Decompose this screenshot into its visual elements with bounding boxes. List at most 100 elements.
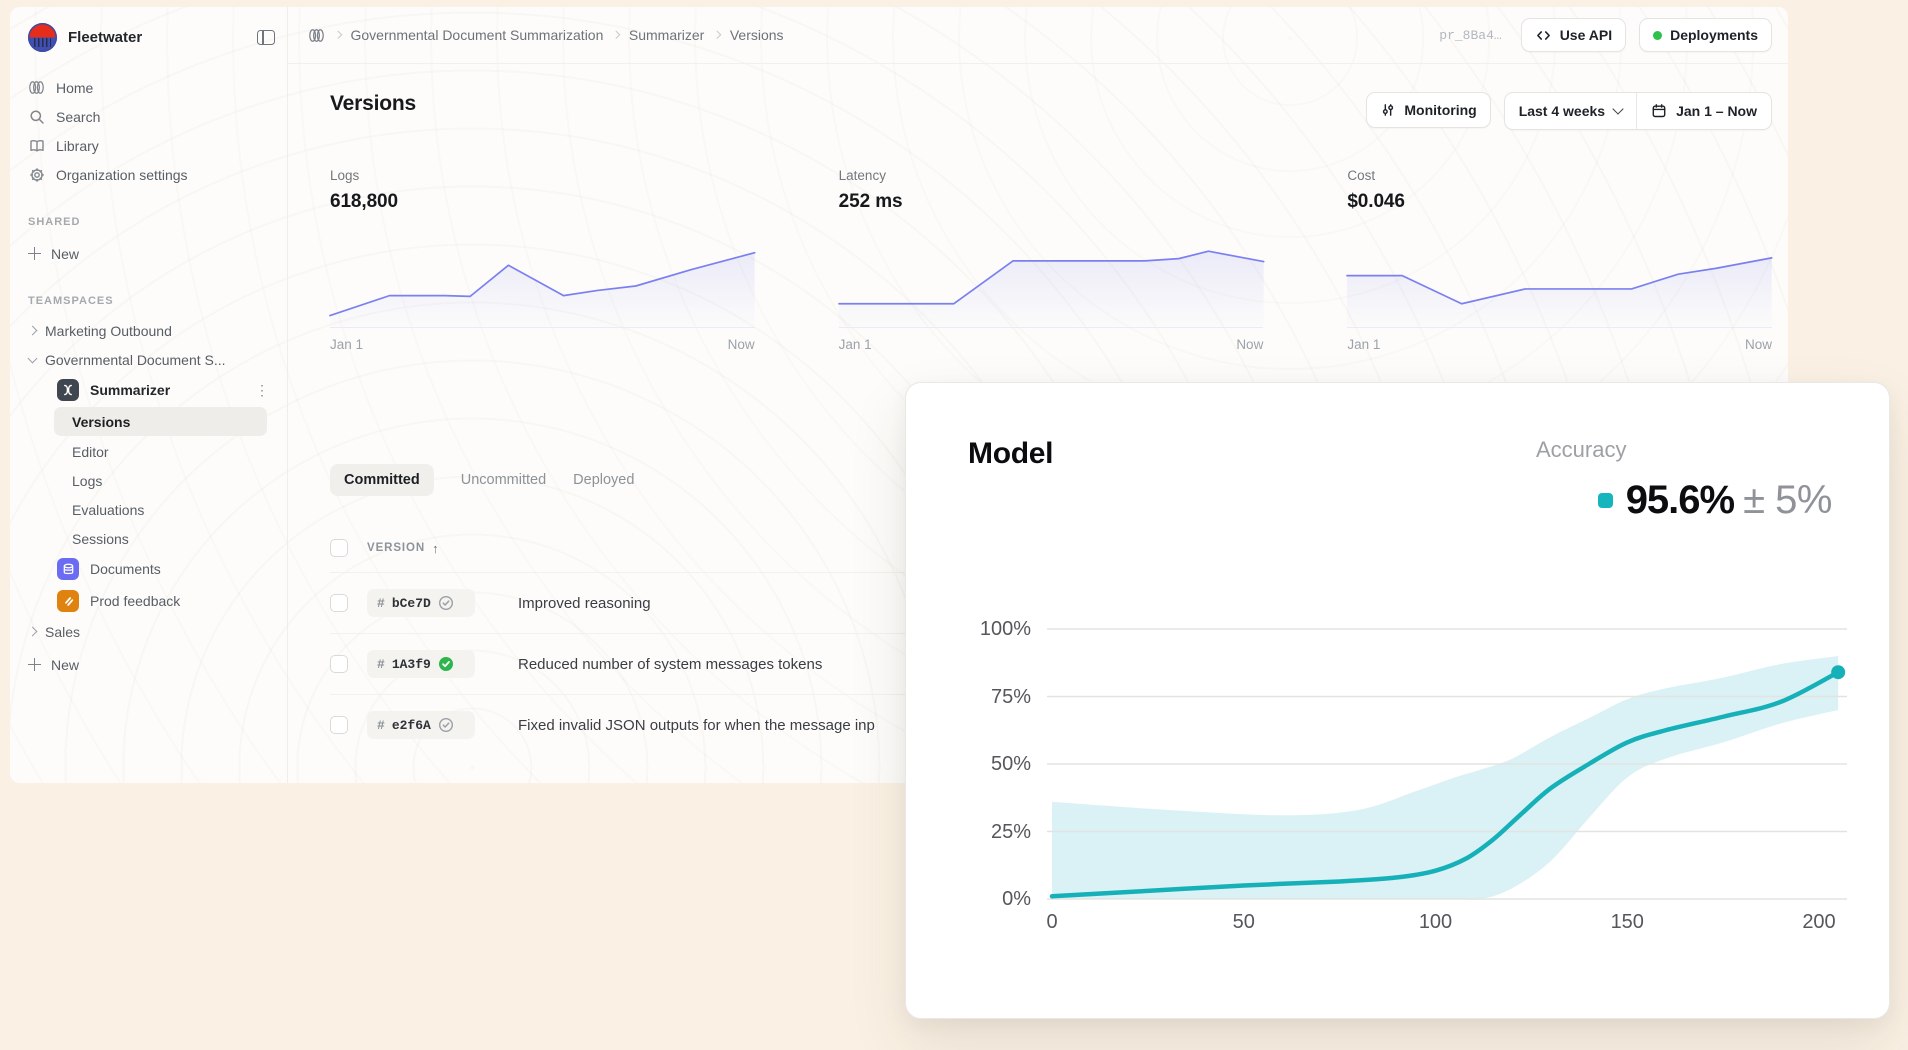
prod-feedback-bolt-icon bbox=[57, 590, 79, 612]
summarizer-icon bbox=[57, 379, 79, 401]
accuracy-value: 95.6% bbox=[1625, 478, 1735, 522]
version-id: e2f6A bbox=[391, 717, 431, 733]
y-axis-tick-label: 0% bbox=[1002, 888, 1031, 910]
sidebar-item-governmental-document[interactable]: Governmental Document S... bbox=[27, 345, 277, 374]
hash-prefix: # bbox=[377, 595, 385, 611]
metric-value: $0.046 bbox=[1347, 191, 1405, 212]
axis-start-label: Jan 1 bbox=[838, 337, 872, 352]
breadcrumb-item[interactable]: Governmental Document Summarization bbox=[350, 27, 604, 43]
use-api-button[interactable]: Use API bbox=[1520, 18, 1627, 52]
sparkline-axis-labels: Jan 1 Now bbox=[1347, 337, 1772, 352]
sidebar-item-versions[interactable]: Versions bbox=[54, 407, 267, 436]
sidebar-item-new-shared[interactable]: New bbox=[28, 239, 277, 268]
kebab-menu-icon[interactable]: ⋮ bbox=[255, 382, 269, 398]
topbar-right: pr_8Ba4… Use API Deployments bbox=[1439, 18, 1772, 52]
sidebar-item-home[interactable]: Home bbox=[28, 73, 277, 102]
tab-deployed[interactable]: Deployed bbox=[573, 472, 635, 488]
sidebar-item-evaluations[interactable]: Evaluations bbox=[28, 495, 277, 524]
breadcrumb-separator-icon bbox=[612, 31, 621, 39]
sidebar-item-editor[interactable]: Editor bbox=[28, 437, 277, 466]
x-axis-tick-label: 0 bbox=[1046, 911, 1058, 933]
metric-value: 618,800 bbox=[330, 191, 398, 212]
main-area: Governmental Document Summarization Summ… bbox=[288, 7, 1788, 783]
sidebar-item-summarizer[interactable]: Summarizer ⋮ bbox=[28, 374, 277, 406]
sidebar-item-documents[interactable]: Documents bbox=[28, 553, 277, 585]
tab-uncommitted[interactable]: Uncommitted bbox=[460, 472, 547, 488]
table-row[interactable]: # 1A3f9 Reduced number of system message… bbox=[330, 633, 1772, 694]
sidebar-item-label: New bbox=[51, 245, 80, 262]
row-checkbox[interactable] bbox=[330, 716, 348, 734]
sidebar-item-label: New bbox=[51, 656, 80, 673]
sidebar-item-label: Sales bbox=[45, 623, 81, 640]
section-title-teamspaces: TEAMSPACES bbox=[28, 295, 114, 307]
model-card-title: Model bbox=[968, 437, 1054, 470]
column-header-version[interactable]: VERSION ↑ bbox=[367, 541, 439, 556]
tab-committed[interactable]: Committed bbox=[330, 464, 434, 496]
accuracy-value-row: 95.6% ± 5% bbox=[1597, 478, 1832, 523]
breadcrumb: Governmental Document Summarization Summ… bbox=[308, 27, 784, 44]
range-select[interactable]: Last 4 weeks bbox=[1505, 93, 1636, 129]
version-badge[interactable]: # bCe7D bbox=[367, 589, 475, 617]
section-title-shared: SHARED bbox=[28, 216, 81, 228]
sidebar-item-sessions[interactable]: Sessions bbox=[28, 524, 277, 553]
x-axis-tick-label: 50 bbox=[1232, 911, 1255, 933]
code-icon bbox=[1535, 28, 1552, 43]
sidebar-item-logs[interactable]: Logs bbox=[28, 466, 277, 495]
brand-name: Fleetwater bbox=[68, 28, 143, 46]
sidebar-item-label: Evaluations bbox=[72, 501, 145, 518]
sidebar-item-prod-feedback[interactable]: Prod feedback bbox=[28, 585, 277, 617]
sidebar-item-sales[interactable]: Sales bbox=[27, 617, 277, 646]
axis-end-label: Now bbox=[1236, 337, 1264, 352]
sliders-icon bbox=[1380, 102, 1396, 118]
y-axis-tick-label: 75% bbox=[990, 685, 1031, 708]
version-badge[interactable]: # 1A3f9 bbox=[367, 650, 475, 678]
version-description: Improved reasoning bbox=[518, 594, 651, 612]
gear-icon bbox=[28, 166, 45, 183]
sidebar-item-organization-settings[interactable]: Organization settings bbox=[28, 160, 277, 189]
sidebar-item-library[interactable]: Library bbox=[28, 131, 277, 160]
deployments-button[interactable]: Deployments bbox=[1639, 18, 1772, 52]
sidebar-item-label: Summarizer bbox=[90, 382, 171, 398]
date-picker[interactable]: Jan 1 – Now bbox=[1636, 93, 1771, 129]
topbar: Governmental Document Summarization Summ… bbox=[288, 7, 1788, 64]
sidebar-item-search[interactable]: Search bbox=[28, 102, 277, 131]
sidebar-item-label: Sessions bbox=[72, 530, 129, 547]
page-content: Versions Monitoring Last 4 we bbox=[288, 64, 1788, 783]
sidebar-item-label: Organization settings bbox=[56, 166, 188, 183]
date-range-label: Jan 1 – Now bbox=[1676, 103, 1757, 119]
version-badge[interactable]: # e2f6A bbox=[367, 711, 475, 739]
sparkline-baseline bbox=[838, 327, 1264, 328]
breadcrumb-item[interactable]: Summarizer bbox=[628, 27, 705, 43]
sidebar-item-marketing-outbound[interactable]: Marketing Outbound bbox=[27, 316, 277, 345]
row-checkbox[interactable] bbox=[330, 594, 348, 612]
check-circle-outline-icon bbox=[438, 595, 453, 611]
model-card-header: Model Accuracy 95.6% ± 5% bbox=[968, 437, 1832, 523]
sparkline-axis-labels: Jan 1 Now bbox=[839, 337, 1264, 352]
chevron-right-icon bbox=[27, 626, 38, 637]
column-label: VERSION bbox=[367, 542, 426, 554]
row-checkbox[interactable] bbox=[330, 655, 348, 673]
fleetwater-logo-icon bbox=[28, 22, 57, 52]
status-dot-icon bbox=[1653, 30, 1663, 40]
deployments-label: Deployments bbox=[1670, 27, 1758, 43]
model-accuracy-card: Model Accuracy 95.6% ± 5% 100% 75% 50% 25% 0… bbox=[905, 382, 1890, 1019]
teamspaces-tree: Marketing Outbound Governmental Document… bbox=[27, 316, 277, 679]
sidebar-item-label: Versions bbox=[72, 413, 131, 430]
sparkline-baseline bbox=[1347, 327, 1772, 328]
x-axis-ticks: 0 50 100 150 200 bbox=[1046, 911, 1847, 937]
select-all-checkbox[interactable] bbox=[330, 539, 348, 557]
chevron-right-icon bbox=[27, 325, 38, 336]
sidebar-item-new-teamspace[interactable]: New bbox=[28, 650, 277, 679]
collapse-sidebar-icon[interactable] bbox=[257, 29, 275, 45]
accuracy-metric: Accuracy 95.6% ± 5% bbox=[1536, 437, 1832, 523]
version-description: Fixed invalid JSON outputs for when the … bbox=[518, 716, 875, 734]
y-axis-ticks: 100% 75% 50% 25% 0% bbox=[954, 383, 1031, 1018]
accuracy-label: Accuracy bbox=[1536, 437, 1627, 462]
metric-card-logs: Logs 618,800 Jan 1 Now bbox=[330, 168, 755, 352]
search-icon bbox=[28, 108, 45, 125]
monitoring-button[interactable]: Monitoring bbox=[1366, 92, 1491, 128]
sparkline-axis-labels: Jan 1 Now bbox=[330, 337, 755, 352]
accuracy-tolerance: ± 5% bbox=[1743, 478, 1832, 522]
breadcrumb-item[interactable]: Versions bbox=[729, 27, 784, 43]
project-id-badge[interactable]: pr_8Ba4… bbox=[1439, 27, 1502, 43]
